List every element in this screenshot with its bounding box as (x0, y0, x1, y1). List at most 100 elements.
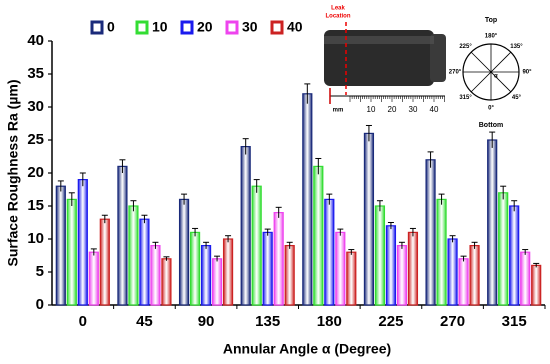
error-bar (387, 222, 394, 230)
ruler-label: 10 (367, 105, 376, 114)
error-bar (275, 206, 282, 218)
error-bar (163, 256, 170, 261)
bar (161, 258, 172, 306)
bar (139, 218, 150, 306)
bar (251, 185, 262, 306)
error-bar (533, 262, 540, 268)
bar (436, 198, 447, 306)
bar (458, 258, 469, 306)
legend-label: 10 (152, 19, 168, 35)
x-tick-label: 45 (136, 313, 153, 330)
legend-swatch (135, 20, 149, 35)
dial-angle: 45° (512, 95, 522, 101)
bar (447, 238, 458, 306)
x-tick-label: 180 (317, 313, 342, 330)
bar (335, 231, 346, 306)
error-bar (90, 248, 97, 256)
error-bar (119, 159, 126, 173)
y-tick-label: 0 (36, 296, 44, 313)
ruler-label: 20 (388, 105, 397, 114)
dial-angle: 90° (522, 70, 532, 76)
dial-symbol: α (494, 74, 498, 80)
bar (66, 198, 77, 306)
legend-label: 0 (107, 19, 115, 35)
error-bar (449, 235, 456, 243)
angle-dial (462, 43, 520, 101)
bar (128, 205, 139, 306)
error-bar (181, 193, 188, 205)
x-axis-title: Annular Angle α (Degree) (223, 341, 391, 357)
y-tick-label: 40 (27, 32, 44, 49)
dial-bottom: Bottom (479, 122, 504, 129)
error-bar (57, 180, 64, 192)
bar (385, 225, 397, 306)
bar (346, 251, 357, 306)
leak-label: Location (326, 14, 351, 20)
error-bar (141, 214, 148, 224)
bar (211, 258, 223, 306)
error-bar (68, 192, 75, 206)
bar (520, 251, 531, 306)
ruler-label: 30 (409, 105, 418, 114)
leak-label: Leak (331, 6, 345, 12)
error-bar (253, 179, 260, 193)
bar (498, 192, 509, 306)
error-bar (460, 255, 467, 262)
error-bar (214, 255, 221, 262)
dial-top: Top (485, 17, 497, 24)
error-bar (438, 193, 445, 205)
error-bar (152, 241, 159, 249)
bar (200, 245, 212, 306)
bar (189, 231, 201, 306)
bar (425, 159, 436, 306)
y-tick-label: 35 (27, 65, 44, 82)
error-bar (409, 227, 416, 237)
legend-swatch (90, 20, 104, 35)
bar (374, 205, 386, 306)
bar (324, 198, 335, 306)
error-bar (130, 200, 137, 212)
legend-label: 20 (197, 19, 213, 35)
error-bar (101, 214, 108, 224)
bar (531, 264, 542, 306)
x-tick-label: 90 (198, 313, 215, 330)
y-tick-label: 5 (36, 263, 44, 280)
bar (88, 251, 99, 306)
error-bar (225, 235, 232, 243)
error-bar (286, 241, 293, 249)
error-bar (489, 131, 496, 148)
bar (99, 218, 110, 306)
error-bar (242, 138, 249, 155)
pipe-photo (324, 22, 446, 104)
y-tick-label: 15 (27, 197, 44, 214)
x-tick-label: 270 (440, 313, 465, 330)
dial-angle: 315° (459, 95, 472, 101)
bar (313, 165, 324, 306)
dial-angle: 225° (459, 44, 472, 50)
dial-angle: 180° (485, 34, 498, 40)
ruler-label: 40 (430, 105, 439, 114)
bar (407, 231, 419, 306)
dial-angle: 270° (449, 70, 462, 76)
y-tick-label: 25 (27, 131, 44, 148)
error-bar (264, 228, 271, 236)
x-tick-label: 0 (79, 313, 87, 330)
error-bar (427, 151, 434, 168)
error-bar (203, 241, 210, 249)
y-tick-label: 20 (27, 164, 44, 181)
x-tick-label: 225 (378, 313, 403, 330)
x-tick-label: 315 (502, 313, 527, 330)
dial-angle: 135° (510, 44, 523, 50)
bar (55, 185, 66, 306)
bar (363, 132, 375, 306)
bar (117, 165, 128, 306)
bar (150, 245, 161, 306)
legend-label: 30 (242, 19, 258, 35)
y-tick-label: 10 (27, 230, 44, 247)
error-bar (192, 227, 199, 237)
error-bar (511, 200, 518, 212)
error-bar (304, 83, 311, 104)
ruler-unit: mm (333, 108, 344, 114)
error-bar (522, 249, 529, 255)
